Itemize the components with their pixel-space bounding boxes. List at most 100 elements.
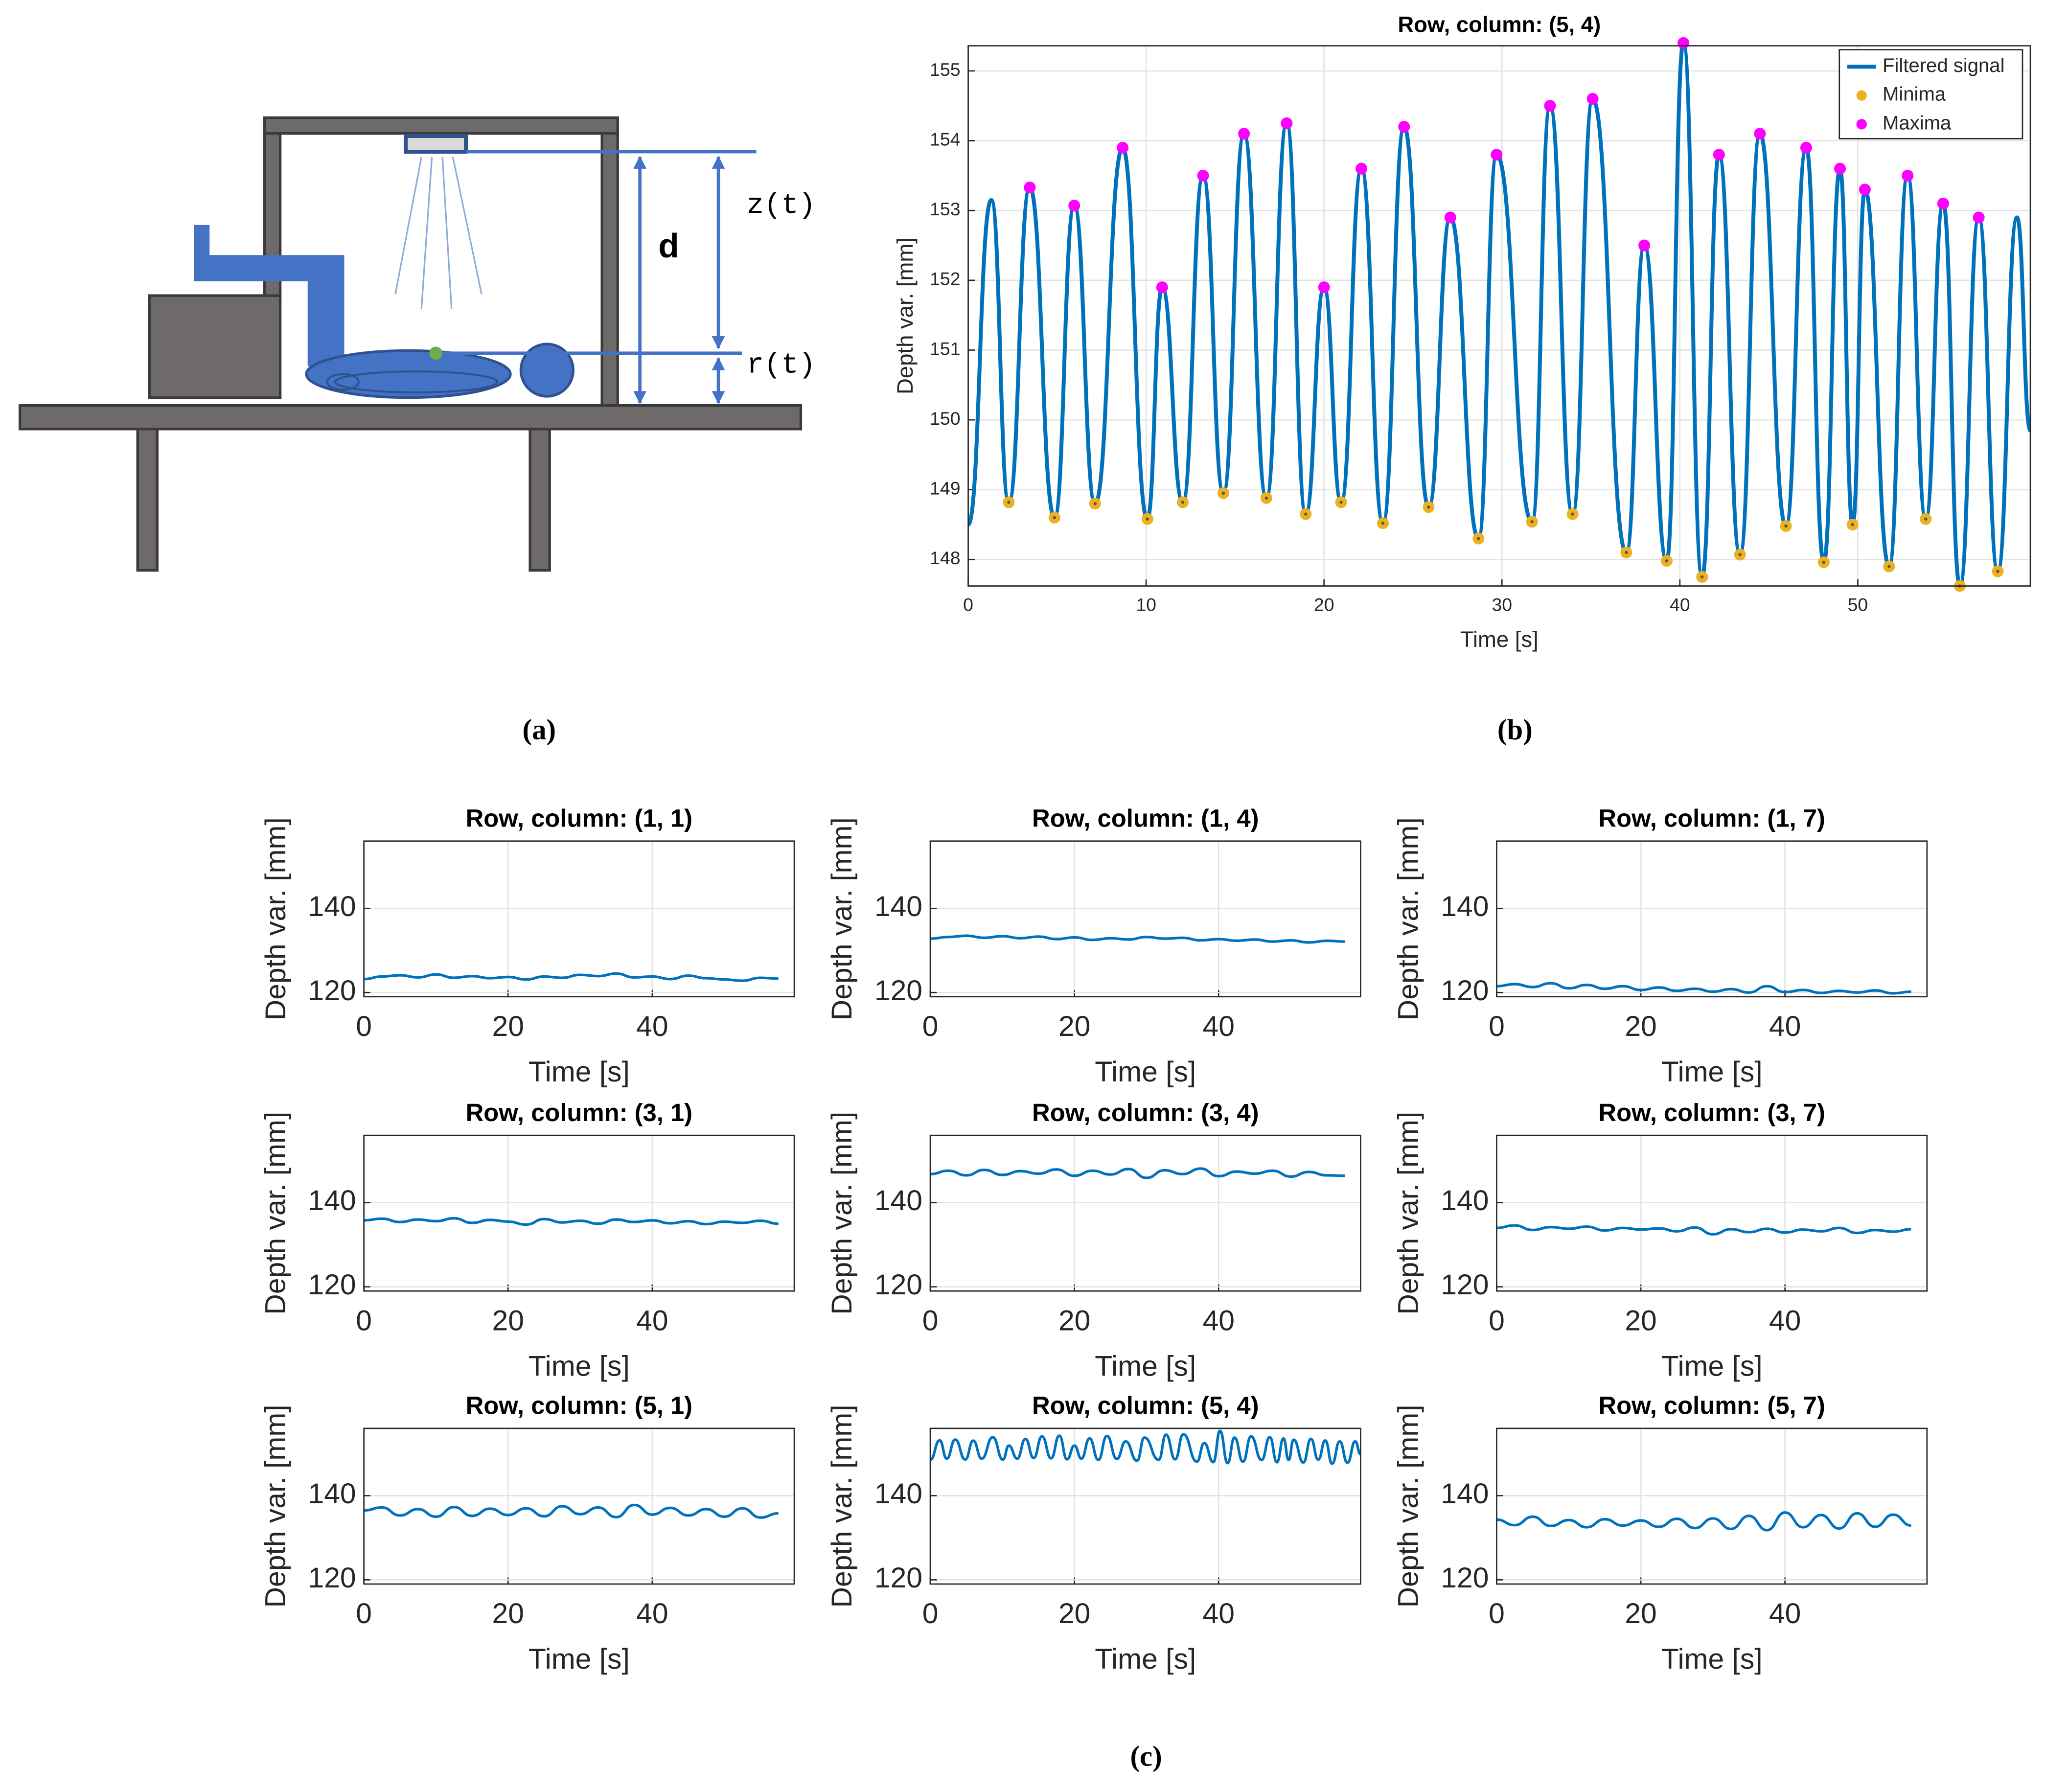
data-line: [364, 1503, 779, 1519]
x-tick-label: 40: [1769, 1305, 1801, 1336]
chart: 0 20 40 120 140 Row, column: (1, 7) Time [s] De…: [1393, 804, 1928, 1088]
x-axis-label: Time [s]: [1095, 1350, 1196, 1382]
legend-swatch: [1856, 119, 1867, 130]
y-axis-label: Depth var. [mm]: [893, 237, 918, 394]
point-center: [1665, 559, 1669, 563]
axes-frame: [1496, 840, 1928, 998]
data-point: [1859, 184, 1871, 196]
y-tick-label: 120: [1441, 1269, 1489, 1301]
point-center: [1477, 537, 1480, 540]
x-tick-label: 20: [1625, 1305, 1656, 1336]
camera: [404, 134, 468, 154]
plot-area: [364, 841, 795, 997]
y-tick-label: 150: [930, 408, 960, 429]
data-point: [1491, 149, 1503, 161]
point-center: [1887, 565, 1891, 568]
point-center: [1304, 512, 1308, 516]
x-axis-label: Time [s]: [1661, 1350, 1763, 1382]
x-tick-label: 0: [963, 595, 973, 615]
frame-post: [600, 132, 619, 407]
y-tick-label: 120: [308, 1269, 356, 1301]
x-tick-label: 0: [356, 1011, 372, 1042]
y-axis-label: Depth var. [mm]: [1393, 1112, 1425, 1315]
point-center: [1700, 575, 1704, 579]
axes-frame: [363, 1134, 795, 1292]
plot-area: [930, 1428, 1361, 1584]
x-tick-label: 10: [1136, 595, 1156, 615]
x-tick-label: 30: [1492, 595, 1512, 615]
chart-title: Row, column: (3, 7): [1598, 1099, 1825, 1126]
x-tick-label: 40: [1203, 1598, 1235, 1630]
chart-title: Row, column: (1, 1): [466, 804, 692, 832]
point-center: [1738, 553, 1742, 556]
axes-frame: [1496, 1134, 1928, 1292]
x-tick-label: 40: [1769, 1598, 1801, 1630]
point-center: [1007, 501, 1011, 504]
y-tick-label: 140: [308, 891, 356, 922]
plot-area: [1496, 1135, 1927, 1291]
data-point: [1713, 149, 1725, 161]
point-center: [1146, 517, 1149, 521]
data-point: [1800, 141, 1812, 154]
point-center: [1571, 512, 1574, 516]
axes-frame: [967, 45, 2031, 587]
x-tick-label: 20: [492, 1598, 524, 1630]
data-point: [1068, 200, 1080, 212]
data-point: [1544, 100, 1556, 112]
y-axis-label: Depth var. [mm]: [1393, 1404, 1425, 1608]
x-tick-label: 0: [356, 1305, 372, 1336]
chart: 0 20 40 120 140 Row, column: (5, 7) Time [s] De…: [1393, 1392, 1928, 1675]
axes-frame: [929, 1134, 1361, 1292]
x-tick-label: 20: [1058, 1011, 1090, 1042]
y-tick-label: 140: [1441, 891, 1489, 922]
point-center: [1924, 517, 1928, 521]
x-tick-label: 20: [1058, 1598, 1090, 1630]
data-line: [1496, 982, 1911, 995]
point-center: [1530, 520, 1534, 524]
axes-frame: [363, 1427, 795, 1585]
y-tick-label: 120: [308, 1562, 356, 1594]
plot-area: [930, 841, 1361, 997]
data-line: [1496, 1224, 1911, 1236]
point-center: [1381, 521, 1385, 525]
chart: 0 20 40 120 140 Row, column: (5, 1) Time [s] De…: [260, 1392, 795, 1675]
head: [519, 343, 575, 398]
x-tick-label: 50: [1848, 595, 1868, 615]
x-tick-label: 40: [1769, 1011, 1801, 1042]
chart: 0 20 40 120 140 Row, column: (3, 1) Time [s] De…: [260, 1099, 795, 1382]
y-tick-label: 120: [1441, 1562, 1489, 1594]
point-center: [1822, 560, 1826, 564]
data-point: [1973, 211, 1985, 224]
y-axis-label: Depth var. [mm]: [1393, 817, 1425, 1020]
x-tick-label: 0: [1489, 1305, 1505, 1336]
chart-title: Row, column: (5, 7): [1598, 1392, 1825, 1420]
x-tick-label: 20: [1314, 595, 1334, 615]
x-tick-label: 0: [356, 1598, 372, 1630]
point-center: [1264, 496, 1268, 500]
legend-box: [1838, 49, 2023, 139]
data-point: [1197, 169, 1209, 182]
y-tick-label: 120: [1441, 975, 1489, 1007]
plot-area: [364, 1135, 795, 1291]
chart: 0 20 40 120 140 Row, column: (1, 1) Time [s] De…: [260, 804, 795, 1088]
data-point: [1834, 162, 1846, 175]
y-tick-label: 151: [930, 338, 960, 359]
x-axis-label: Time [s]: [1095, 1056, 1196, 1088]
data-line: [930, 1167, 1345, 1179]
y-axis-label: Depth var. [mm]: [826, 1112, 858, 1315]
y-tick-label: 154: [930, 129, 960, 149]
legend-label: Filtered signal: [1883, 55, 2005, 76]
plot-area: [1496, 1428, 1927, 1584]
y-axis-label: Depth var. [mm]: [826, 817, 858, 1020]
label-r: r(t): [747, 348, 816, 381]
y-tick-label: 120: [874, 1269, 922, 1301]
point-center: [1625, 551, 1628, 554]
data-point: [1586, 92, 1599, 105]
axes-frame: [929, 840, 1361, 998]
chart-title: Row, column: (5, 4): [1032, 1392, 1259, 1420]
y-tick-label: 140: [874, 1478, 922, 1510]
data-line: [929, 1429, 1361, 1465]
chart: 0 10 20 30 40 50 148 149 150 151 152 153 154 155 Row, …: [893, 12, 2033, 652]
y-tick-label: 140: [1441, 1185, 1489, 1217]
